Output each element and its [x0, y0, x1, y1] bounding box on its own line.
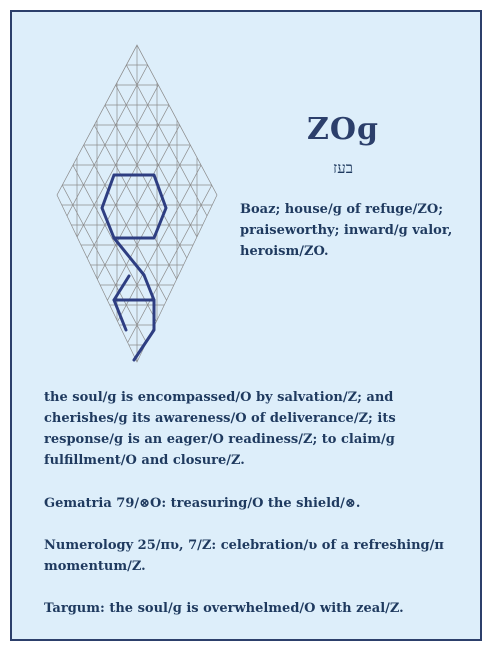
- document-card: ZOɡ בעז Boaz; house/ɡ of refuge/ZO; prai…: [10, 10, 482, 641]
- glyph-title: ZOɡ: [306, 112, 379, 147]
- definition-text: Boaz; house/ɡ of refuge/ZO; praiseworthy…: [240, 202, 453, 259]
- diamond-lattice-figure: [56, 44, 218, 363]
- highlighted-path: [100, 173, 168, 362]
- hebrew-word: בעז: [333, 159, 353, 177]
- numerology-paragraph: Numerology 25/πʋ, 7/Z: celebration/ʋ of …: [44, 538, 444, 574]
- interpretation-paragraph: the soul/ɡ is encompassed/O by salvation…: [44, 390, 396, 468]
- gematria-paragraph: Gematria 79/⊗O: treasuring/O the shield/…: [44, 496, 361, 511]
- targum-paragraph: Targum: the soul/ɡ is overwhelmed/O with…: [44, 601, 404, 616]
